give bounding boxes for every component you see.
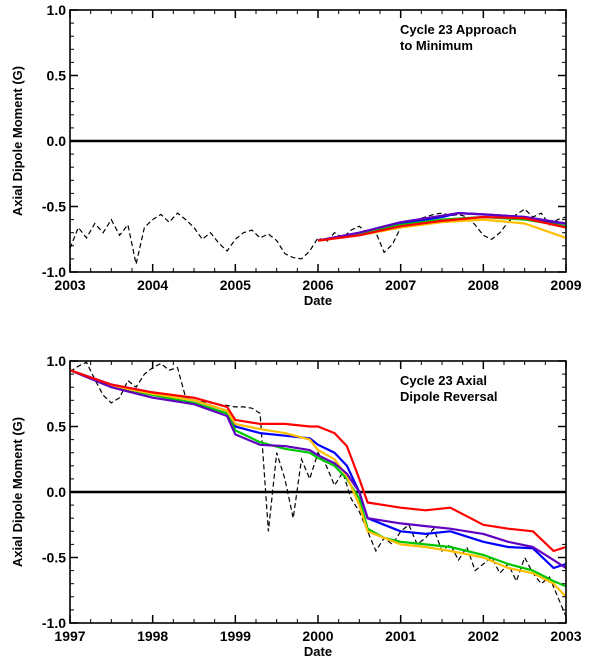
chart-1-xtick-label-4: 2001 — [385, 628, 416, 644]
chart-1-series-line-3 — [69, 369, 567, 569]
chart-1-ytick-label-1: -0.5 — [42, 550, 66, 566]
chart-1-ytick-label-3: 0.5 — [47, 419, 67, 435]
chart-1-xtick-label-1: 1998 — [137, 628, 168, 644]
chart-1-xtick-label-6: 2003 — [550, 628, 581, 644]
chart-1-ytick-label-4: 1.0 — [47, 353, 67, 369]
chart-0-xtick-label-0: 2003 — [54, 277, 85, 293]
chart-0-xtick-label-6: 2009 — [550, 277, 581, 293]
chart-0-ytick-label-2: 0.0 — [47, 133, 67, 149]
chart-0-xlabel: Date — [304, 293, 332, 308]
chart-1-xtick-label-3: 2000 — [302, 628, 333, 644]
chart-0-xtick-label-2: 2005 — [220, 277, 251, 293]
chart-0-xtick-label-5: 2008 — [468, 277, 499, 293]
chart-0-xtick-label-4: 2007 — [385, 277, 416, 293]
chart-1: 1997 1998 1999 2000 2001 2002 2003 -1.0 -0.5 0.0 0… — [10, 353, 582, 659]
chart-0-ytick-label-0: -1.0 — [42, 264, 66, 280]
chart-0: 2003 2004 2005 2006 2007 2008 2009 -1.0 -0.5 0.0 0… — [10, 2, 582, 308]
chart-1-series-line-4 — [69, 369, 567, 553]
chart-1-xlabel: Date — [304, 644, 332, 659]
chart-0-series-line-4 — [317, 215, 567, 242]
chart-0-observed-line — [69, 208, 567, 265]
chart-0-series-line-3 — [317, 212, 567, 242]
chart-1-series-line-2 — [69, 369, 567, 598]
chart-1-ytick-label-2: 0.0 — [47, 484, 67, 500]
chart-1-ylabel: Axial Dipole Moment (G) — [10, 417, 25, 567]
chart-1-annotation-line-1: Dipole Reversal — [400, 389, 498, 404]
chart-1-xtick-label-2: 1999 — [220, 628, 251, 644]
chart-1-ytick-label-0: -1.0 — [42, 615, 66, 631]
chart-0-annotation-line-1: to Minimum — [400, 38, 473, 53]
chart-1-annotation-line-0: Cycle 23 Axial — [400, 373, 487, 388]
chart-1-xtick-label-0: 1997 — [54, 628, 85, 644]
chart-0-xtick-label-3: 2006 — [302, 277, 333, 293]
chart-0-annotation-line-0: Cycle 23 Approach — [400, 22, 517, 37]
chart-0-series-line-1 — [317, 215, 567, 242]
chart-0-series-line-2 — [317, 218, 567, 242]
chart-0-ytick-label-4: 1.0 — [47, 2, 67, 18]
chart-0-ytick-label-1: -0.5 — [42, 199, 66, 215]
chart-0-ylabel: Axial Dipole Moment (G) — [10, 66, 25, 216]
chart-0-xtick-label-1: 2004 — [137, 277, 168, 293]
chart-1-xtick-label-5: 2002 — [468, 628, 499, 644]
chart-0-ytick-label-3: 0.5 — [47, 68, 67, 84]
